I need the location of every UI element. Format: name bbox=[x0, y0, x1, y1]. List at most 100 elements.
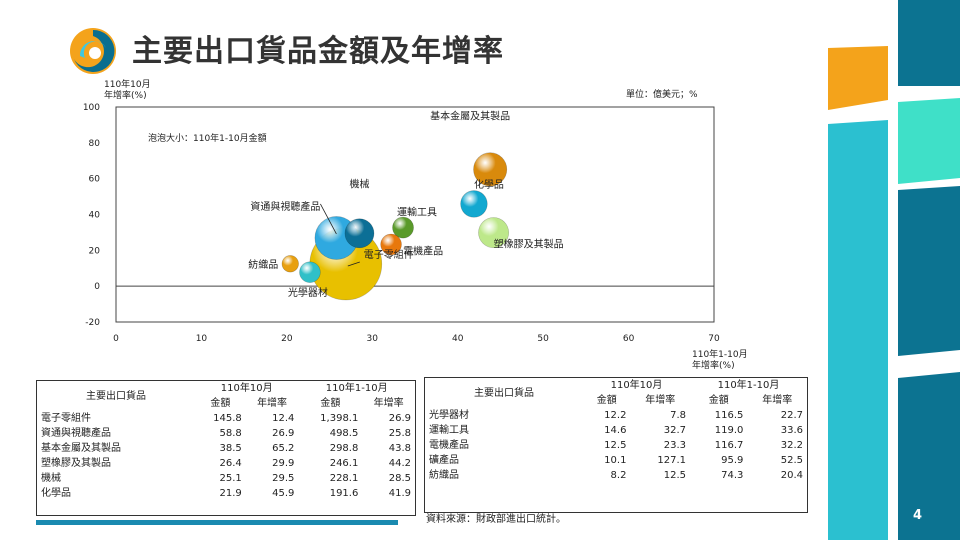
logo-icon bbox=[70, 28, 116, 74]
bubble-label: 資通與視聽產品 bbox=[250, 200, 320, 213]
cell-ytd-amount: 95.9 bbox=[721, 455, 744, 466]
header-ytd: 110年1-10月 bbox=[717, 380, 780, 391]
table-row: 塑橡膠及其製品 26.4 29.9 246.1 44.2 bbox=[37, 456, 415, 471]
cell-month-amount: 12.2 bbox=[604, 410, 627, 421]
table-row: 光學器材 12.2 7.8 116.5 22.7 bbox=[425, 408, 807, 423]
cell-month-growth: 29.9 bbox=[272, 458, 295, 469]
bubble-label: 機械 bbox=[349, 177, 369, 190]
cell-month-growth: 7.8 bbox=[670, 410, 686, 421]
bubble-label: 塑橡膠及其製品 bbox=[494, 238, 564, 251]
source-note: 資料來源：財政部進出口統計。 bbox=[426, 514, 566, 525]
cell-product: 紡織品 bbox=[429, 470, 459, 481]
bubble-label: 基本金屬及其製品 bbox=[430, 109, 510, 122]
y-axis-label: 110年10月 年增率(%) bbox=[104, 80, 151, 102]
header-growth: 年增率 bbox=[645, 395, 676, 406]
header-product: 主要出口貨品 bbox=[474, 387, 534, 399]
cell-month-growth: 12.5 bbox=[663, 470, 686, 481]
cell-ytd-growth: 25.8 bbox=[388, 428, 411, 439]
cell-product: 電子零組件 bbox=[41, 413, 91, 424]
x-axis-label: 110年1-10月 年增率(%) bbox=[692, 350, 748, 372]
x-tick-label: 30 bbox=[367, 334, 379, 344]
cell-ytd-amount: 498.5 bbox=[329, 428, 359, 439]
cell-month-growth: 29.5 bbox=[272, 473, 295, 484]
table-row: 電子零組件 145.8 12.4 1,398.1 26.9 bbox=[37, 411, 415, 426]
cell-month-amount: 145.8 bbox=[213, 413, 242, 424]
leader-line bbox=[347, 261, 360, 267]
cell-ytd-amount: 74.3 bbox=[721, 470, 744, 481]
header-amount: 金額 bbox=[210, 398, 231, 409]
cell-product: 機械 bbox=[41, 473, 61, 484]
table-left: 主要出口貨品 110年10月 110年1-10月 金額 年增率 金額 年增率 電… bbox=[36, 380, 416, 516]
y-tick-label: 80 bbox=[89, 139, 101, 149]
cell-product: 運輸工具 bbox=[429, 425, 469, 436]
y-tick-label: 0 bbox=[94, 282, 100, 292]
cell-month-growth: 26.9 bbox=[272, 428, 295, 439]
bubble-label: 電機產品 bbox=[403, 244, 443, 257]
header-amount: 金額 bbox=[596, 395, 617, 406]
x-tick-label: 70 bbox=[708, 334, 720, 344]
cell-ytd-growth: 44.2 bbox=[388, 458, 411, 469]
cell-month-growth: 65.2 bbox=[272, 443, 295, 454]
cell-ytd-growth: 20.4 bbox=[780, 470, 803, 481]
bubble bbox=[478, 217, 509, 248]
table-underline bbox=[36, 520, 398, 525]
plot-area-frame bbox=[115, 106, 715, 323]
page-title: 主要出口貨品金額及年增率 bbox=[132, 34, 504, 69]
y-tick-label: -20 bbox=[85, 318, 100, 328]
x-tick-label: 40 bbox=[452, 334, 464, 344]
cell-ytd-amount: 1,398.1 bbox=[320, 413, 359, 424]
x-tick-label: 20 bbox=[281, 334, 293, 344]
y-tick-label: 20 bbox=[89, 246, 101, 256]
header-growth: 年增率 bbox=[373, 398, 404, 409]
header-amount: 金額 bbox=[320, 398, 341, 409]
bubble-label: 光學器材 bbox=[288, 286, 328, 299]
table-row: 運輸工具 14.6 32.7 119.0 33.6 bbox=[425, 423, 807, 438]
cell-ytd-growth: 41.9 bbox=[388, 488, 411, 499]
deco-bar-top-blue bbox=[898, 0, 960, 86]
cell-month-amount: 38.5 bbox=[219, 443, 242, 454]
bubble-label: 紡織品 bbox=[248, 258, 278, 271]
table-row: 電機產品 12.5 23.3 116.7 32.2 bbox=[425, 438, 807, 453]
cell-month-growth: 32.7 bbox=[663, 425, 686, 436]
bubble-label: 化學品 bbox=[474, 178, 504, 191]
header-amount: 金額 bbox=[708, 395, 729, 406]
bubble bbox=[473, 152, 508, 187]
bubble bbox=[299, 261, 321, 283]
cell-month-amount: 58.8 bbox=[219, 428, 242, 439]
bubble bbox=[380, 233, 402, 256]
cell-month-amount: 26.4 bbox=[219, 458, 242, 469]
cell-month-amount: 25.1 bbox=[219, 473, 242, 484]
cell-month-amount: 8.2 bbox=[610, 470, 627, 481]
cell-ytd-growth: 33.6 bbox=[780, 425, 803, 436]
y-axis-label-line2: 年增率(%) bbox=[104, 91, 147, 101]
cell-ytd-growth: 28.5 bbox=[388, 473, 411, 484]
cell-month-amount: 21.9 bbox=[219, 488, 242, 499]
header-growth: 年增率 bbox=[257, 398, 288, 409]
table-row: 紡織品 8.2 12.5 74.3 20.4 bbox=[425, 468, 807, 483]
table-right: 主要出口貨品 110年10月 110年1-10月 金額 年增率 金額 年增率 光… bbox=[424, 377, 808, 513]
cell-month-amount: 10.1 bbox=[604, 455, 627, 466]
cell-ytd-amount: 191.6 bbox=[329, 488, 359, 499]
cell-month-amount: 12.5 bbox=[604, 440, 627, 451]
bubble bbox=[344, 218, 375, 249]
cell-month-amount: 14.6 bbox=[604, 425, 627, 436]
bubble bbox=[392, 216, 414, 239]
cell-ytd-growth: 32.2 bbox=[780, 440, 803, 451]
bubble bbox=[281, 255, 299, 273]
y-tick-label: 40 bbox=[89, 211, 101, 221]
header-month: 110年10月 bbox=[610, 380, 663, 391]
table-row: 機械 25.1 29.5 228.1 28.5 bbox=[37, 471, 415, 486]
cell-ytd-amount: 246.1 bbox=[329, 458, 359, 469]
table-row: 基本金屬及其製品 38.5 65.2 298.8 43.8 bbox=[37, 441, 415, 456]
cell-ytd-amount: 228.1 bbox=[329, 473, 359, 484]
cell-product: 化學品 bbox=[41, 488, 71, 499]
cell-ytd-amount: 116.7 bbox=[714, 440, 744, 451]
cell-month-growth: 127.1 bbox=[657, 455, 686, 466]
cell-ytd-amount: 119.0 bbox=[714, 425, 744, 436]
y-tick-label: 60 bbox=[89, 175, 101, 185]
y-tick-label: 100 bbox=[83, 103, 100, 113]
cell-month-growth: 23.3 bbox=[663, 440, 686, 451]
x-tick-label: 50 bbox=[537, 334, 549, 344]
cell-ytd-growth: 22.7 bbox=[780, 410, 803, 421]
